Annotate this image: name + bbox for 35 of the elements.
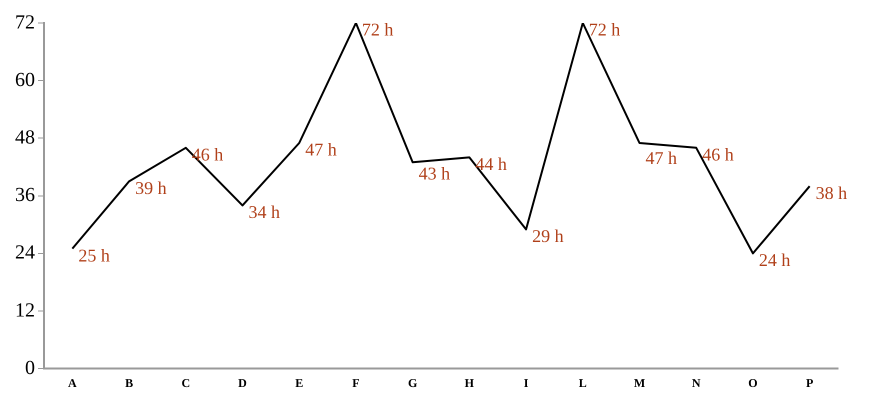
data-label: 34 h bbox=[248, 202, 280, 222]
x-tick-label: O bbox=[748, 376, 758, 390]
data-label: 44 h bbox=[475, 154, 507, 174]
data-label: 29 h bbox=[532, 226, 564, 246]
data-label: 39 h bbox=[135, 178, 167, 198]
x-tick-label: F bbox=[352, 376, 360, 390]
data-label: 47 h bbox=[646, 148, 677, 168]
x-tick-label: B bbox=[125, 376, 134, 390]
x-tick-label: H bbox=[464, 376, 475, 390]
data-label: 25 h bbox=[78, 245, 110, 266]
x-tick-label: G bbox=[408, 376, 418, 390]
x-tick-label: N bbox=[692, 376, 701, 390]
x-tick-label: A bbox=[68, 376, 78, 390]
data-label: 46 h bbox=[192, 144, 224, 165]
x-tick-label: D bbox=[238, 376, 248, 390]
data-label: 47 h bbox=[305, 140, 337, 160]
y-tick-label: 48 bbox=[15, 126, 35, 148]
data-label: 46 h bbox=[702, 144, 734, 165]
x-tick-label: M bbox=[634, 376, 646, 390]
y-tick-label: 36 bbox=[15, 184, 35, 206]
x-tick-label: L bbox=[578, 376, 587, 390]
y-tick-label: 0 bbox=[25, 356, 35, 379]
y-tick-label: 60 bbox=[15, 68, 35, 91]
y-tick-label: 72 bbox=[15, 11, 35, 34]
data-label: 43 h bbox=[418, 163, 450, 184]
data-label: 24 h bbox=[758, 250, 790, 270]
x-tick-label: I bbox=[524, 376, 529, 390]
y-tick-label: 12 bbox=[15, 299, 35, 322]
data-label: 72 h bbox=[588, 20, 620, 40]
y-tick-label: 24 bbox=[15, 242, 35, 264]
data-label: 38 h bbox=[816, 182, 848, 203]
data-label: 72 h bbox=[362, 20, 394, 40]
x-tick-label: C bbox=[181, 376, 190, 390]
x-tick-label: E bbox=[295, 376, 304, 390]
x-tick-label: P bbox=[806, 376, 814, 390]
